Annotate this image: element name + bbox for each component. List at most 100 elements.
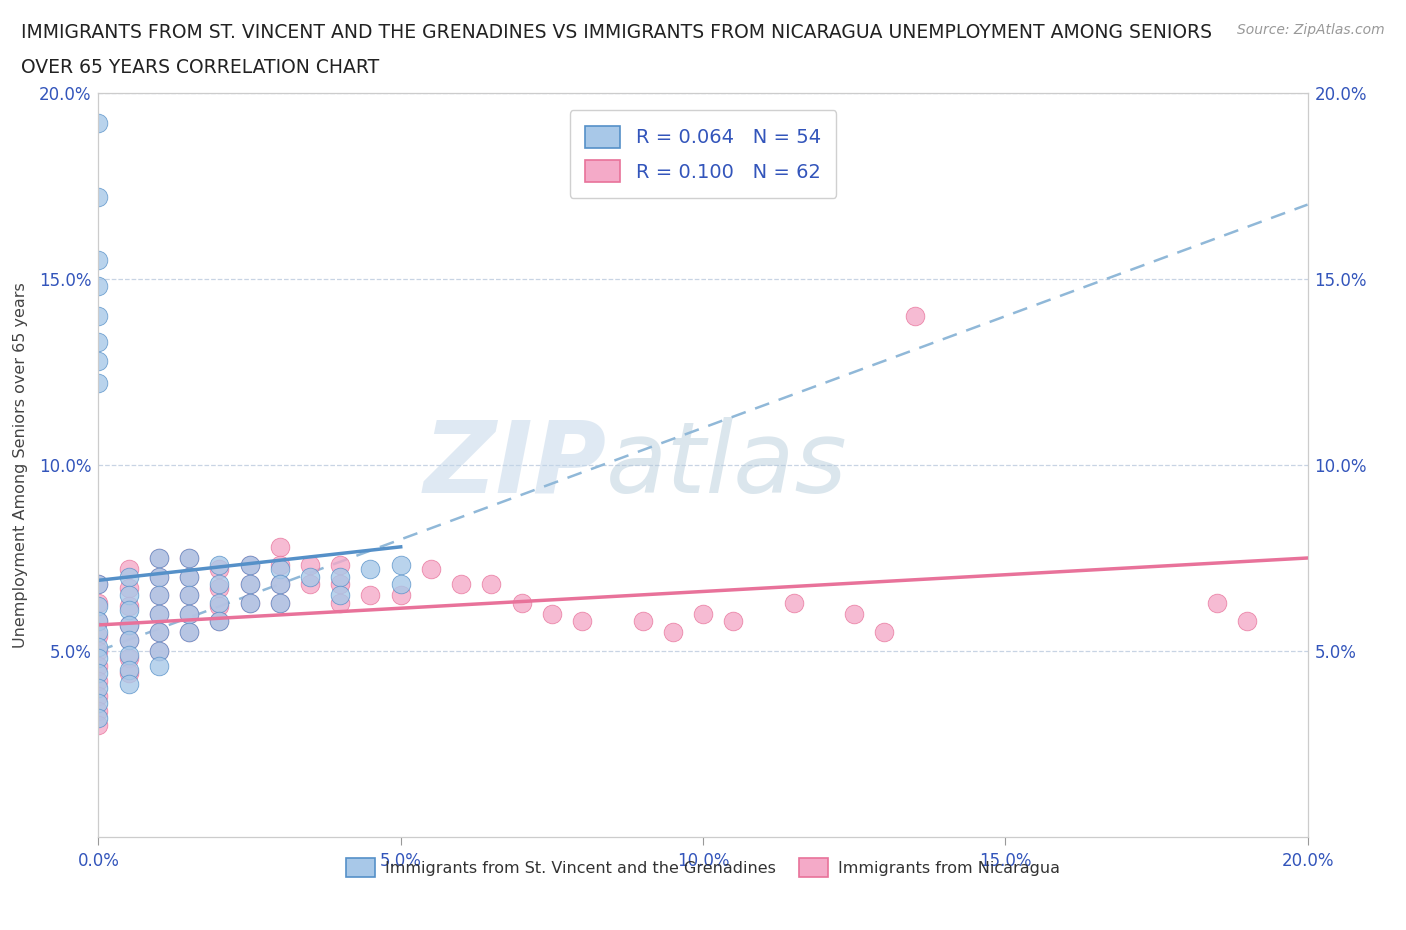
Point [148, 569, 170, 584]
Point [329, 558, 352, 573]
Point [844, 606, 866, 621]
Legend: Immigrants from St. Vincent and the Grenadines, Immigrants from Nicaragua: Immigrants from St. Vincent and the Gren… [339, 850, 1067, 884]
Point [179, 551, 201, 565]
Point [510, 595, 533, 610]
Point [87, 190, 110, 205]
Point [87, 651, 110, 666]
Point [148, 658, 170, 673]
Point [87, 681, 110, 696]
Point [118, 603, 141, 618]
Point [299, 558, 322, 573]
Point [148, 606, 170, 621]
Point [208, 599, 231, 614]
Point [87, 658, 110, 673]
Point [179, 606, 201, 621]
Point [148, 551, 170, 565]
Point [87, 279, 110, 294]
Point [723, 614, 745, 629]
Point [329, 595, 352, 610]
Text: IMMIGRANTS FROM ST. VINCENT AND THE GRENADINES VS IMMIGRANTS FROM NICARAGUA UNEM: IMMIGRANTS FROM ST. VINCENT AND THE GREN… [21, 23, 1212, 42]
Point [450, 577, 472, 591]
Point [87, 253, 110, 268]
Point [148, 644, 170, 658]
Point [148, 644, 170, 658]
Point [208, 577, 231, 591]
Point [208, 580, 231, 595]
Point [87, 577, 110, 591]
Text: atlas: atlas [606, 417, 848, 513]
Point [148, 569, 170, 584]
Point [87, 577, 110, 591]
Point [87, 599, 110, 614]
Point [329, 588, 352, 603]
Point [1206, 595, 1229, 610]
Point [179, 569, 201, 584]
Point [783, 595, 806, 610]
Point [269, 595, 291, 610]
Point [269, 539, 291, 554]
Text: OVER 65 YEARS CORRELATION CHART: OVER 65 YEARS CORRELATION CHART [21, 58, 380, 76]
Point [87, 353, 110, 368]
Point [631, 614, 654, 629]
Point [179, 606, 201, 621]
Point [87, 595, 110, 610]
Point [208, 595, 231, 610]
Point [389, 558, 412, 573]
Text: Source: ZipAtlas.com: Source: ZipAtlas.com [1237, 23, 1385, 37]
Point [87, 115, 110, 130]
Y-axis label: Unemployment Among Seniors over 65 years: Unemployment Among Seniors over 65 years [13, 282, 28, 648]
Point [87, 625, 110, 640]
Point [87, 629, 110, 644]
Point [148, 625, 170, 640]
Point [360, 588, 382, 603]
Point [208, 562, 231, 577]
Point [269, 577, 291, 591]
Point [1236, 614, 1258, 629]
Point [179, 588, 201, 603]
Point [87, 335, 110, 350]
Point [87, 309, 110, 324]
Point [208, 558, 231, 573]
Point [239, 558, 262, 573]
Point [299, 577, 322, 591]
Point [179, 551, 201, 565]
Point [118, 666, 141, 681]
Point [148, 551, 170, 565]
Point [661, 625, 683, 640]
Point [269, 577, 291, 591]
Point [269, 562, 291, 577]
Point [329, 569, 352, 584]
Point [87, 614, 110, 629]
Point [87, 640, 110, 655]
Point [118, 588, 141, 603]
Point [87, 696, 110, 711]
Point [118, 632, 141, 647]
Point [148, 588, 170, 603]
Point [299, 569, 322, 584]
Point [87, 666, 110, 681]
Point [179, 625, 201, 640]
Point [118, 618, 141, 632]
Point [571, 614, 593, 629]
Point [118, 662, 141, 677]
Point [208, 614, 231, 629]
Point [873, 625, 896, 640]
Point [118, 618, 141, 632]
Point [239, 558, 262, 573]
Point [148, 588, 170, 603]
Point [87, 614, 110, 629]
Point [118, 651, 141, 666]
Text: ZIP: ZIP [423, 417, 606, 513]
Point [239, 595, 262, 610]
Point [87, 673, 110, 688]
Point [540, 606, 562, 621]
Point [118, 580, 141, 595]
Point [87, 376, 110, 391]
Point [239, 595, 262, 610]
Point [148, 606, 170, 621]
Point [904, 309, 927, 324]
Point [692, 606, 714, 621]
Point [118, 632, 141, 647]
Point [148, 625, 170, 640]
Point [239, 577, 262, 591]
